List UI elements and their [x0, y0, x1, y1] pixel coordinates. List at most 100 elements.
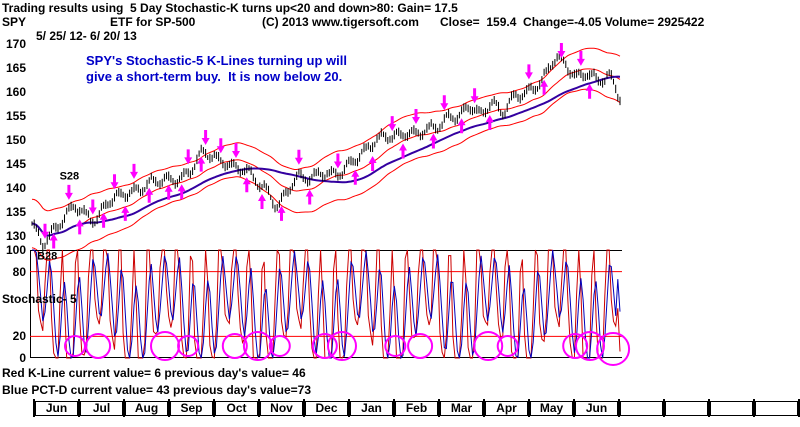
- signal-circle: [85, 333, 112, 359]
- month-label: Sep: [170, 400, 213, 416]
- sell-arrow-icon: [557, 43, 566, 58]
- sell-arrow-icon: [333, 153, 342, 169]
- month-label: Feb: [395, 400, 438, 416]
- buy-arrow-icon: [585, 83, 594, 99]
- month-label: Jun: [35, 400, 78, 416]
- buy-arrow-icon: [457, 118, 466, 134]
- stoch-axis-label: 80: [12, 265, 26, 279]
- month-separator: [303, 399, 305, 417]
- buy-arrow-icon: [277, 205, 286, 221]
- month-separator: [438, 399, 440, 417]
- buy-arrow-icon: [429, 133, 438, 149]
- buy-arrow-icon: [164, 184, 173, 200]
- month-label: May: [530, 400, 573, 416]
- month-label: Apr: [485, 400, 528, 416]
- month-label: Dec: [305, 400, 348, 416]
- month-label: Nov: [260, 400, 303, 416]
- buy-arrow-icon: [399, 143, 407, 159]
- month-separator: [753, 399, 755, 417]
- month-label: Jul: [80, 400, 123, 416]
- sell-arrow-icon: [201, 130, 210, 145]
- sell-arrow-icon: [576, 50, 585, 66]
- blue-pctd-values: Blue PCT-D current value= 43 previous da…: [2, 383, 311, 397]
- month-empty-cell: [755, 400, 798, 416]
- quote-line: Close= 159.4 Change=-4.05 Volume= 292542…: [440, 15, 705, 29]
- signal-circle: [473, 331, 504, 361]
- copyright-text: (C) 2013 www.tigersoft.com: [262, 15, 419, 29]
- sell-arrow-icon: [440, 95, 449, 111]
- ticker-symbol: SPY: [2, 15, 27, 29]
- month-empty-cell: [665, 400, 708, 416]
- stoch-axis-label: 0: [19, 351, 26, 365]
- buy-arrow-icon: [242, 177, 251, 193]
- blue-ma-line: [31, 75, 621, 237]
- stoch-k-line: [32, 249, 621, 359]
- sell-arrow-icon: [232, 143, 240, 158]
- strategy-results-line: Trading results using 5 Day Stochastic-K…: [2, 1, 458, 15]
- date-range: 5/ 25/ 12- 6/ 20/ 13: [36, 29, 137, 43]
- month-empty-cell: [620, 400, 663, 416]
- price-axis-label: 160: [5, 85, 26, 99]
- buy-arrow-icon: [197, 156, 206, 172]
- month-separator: [798, 399, 800, 417]
- sell-arrow-icon: [412, 109, 420, 124]
- signal-circle: [177, 335, 200, 357]
- month-empty-cell: [710, 400, 753, 416]
- price-axis-label: 140: [5, 181, 26, 195]
- month-separator: [663, 399, 665, 417]
- month-axis: Jun Jul Aug Sep Oct Nov Dec Jan Feb Mar Apr May Jun: [0, 399, 800, 417]
- annotation-line2: give a short-term buy. It is now below 2…: [86, 69, 343, 84]
- sell-arrow-icon: [388, 116, 397, 132]
- lower-band-line: [31, 88, 621, 261]
- price-axis-label: 135: [5, 205, 26, 219]
- sell-arrow-icon: [216, 138, 225, 154]
- stochastic-chart: B28: [30, 249, 631, 366]
- sell-signal-label: S28: [60, 170, 80, 182]
- price-axis-label: 145: [5, 157, 26, 171]
- price-chart: S28: [31, 43, 621, 261]
- red-kline-values: Red K-Line current value= 6 previous day…: [2, 366, 306, 380]
- month-label: Mar: [440, 400, 483, 416]
- signal-circle: [311, 333, 338, 359]
- mid-band-line: [31, 68, 621, 236]
- sell-arrow-icon: [184, 149, 193, 165]
- buy-arrow-icon: [121, 205, 130, 221]
- sell-arrow-icon: [110, 174, 119, 190]
- sell-arrow-icon: [130, 163, 138, 179]
- buy-arrow-icon: [351, 169, 360, 185]
- signal-circle: [64, 335, 86, 357]
- buy-arrow-icon: [540, 79, 549, 95]
- signal-circle: [221, 333, 248, 359]
- month-axis-spacer: [0, 399, 33, 417]
- buy-arrow-icon: [177, 184, 186, 200]
- indicator-label: Stochastic- 5: [2, 292, 77, 306]
- month-separator: [168, 399, 170, 417]
- month-separator: [348, 399, 350, 417]
- month-separator: [483, 399, 485, 417]
- buy-arrow-icon: [75, 219, 84, 235]
- month-label: Jun: [575, 400, 618, 416]
- buy-arrow-icon: [49, 233, 58, 249]
- price-axis-label: 165: [5, 61, 26, 75]
- price-axis-label: 150: [5, 133, 26, 147]
- month-separator: [618, 399, 620, 417]
- signal-circle: [496, 335, 519, 357]
- signal-circle: [327, 331, 357, 361]
- signal-circle: [575, 331, 605, 361]
- month-label: Aug: [125, 400, 168, 416]
- signal-circle: [596, 332, 631, 366]
- buy-arrow-icon: [485, 115, 494, 130]
- sell-arrow-icon: [294, 149, 303, 165]
- buy-arrow-icon: [258, 194, 266, 209]
- stoch-axis-label: 100: [5, 243, 26, 257]
- price-axis-label: 170: [5, 37, 26, 51]
- month-separator: [213, 399, 215, 417]
- month-separator: [573, 399, 575, 417]
- instrument-name: ETF for SP-500: [110, 15, 196, 29]
- signal-circle: [242, 331, 273, 361]
- buy-signal-label: B28: [37, 250, 57, 262]
- month-separator: [33, 399, 35, 417]
- month-separator: [708, 399, 710, 417]
- signal-circle: [268, 335, 291, 357]
